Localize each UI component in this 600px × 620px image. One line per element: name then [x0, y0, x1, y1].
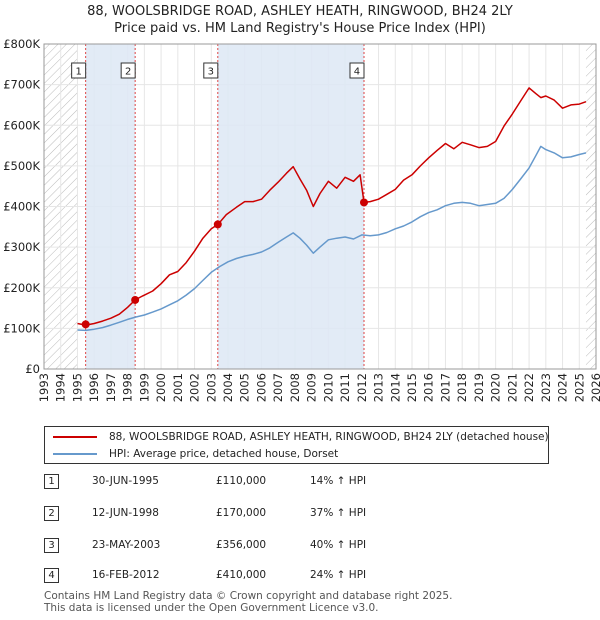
sale-marker-label: 4	[354, 67, 360, 78]
x-tick-label: 2003	[204, 373, 218, 402]
sale-date: 23-MAY-2003	[92, 539, 161, 551]
footer: Contains HM Land Registry data © Crown c…	[44, 590, 452, 614]
x-tick-label: 2015	[405, 373, 419, 402]
sale-number-badge: 2	[44, 506, 59, 521]
footer-copyright: Contains HM Land Registry data © Crown c…	[44, 590, 453, 602]
sale-row: 1 30-JUN-1995 £110,000 14% ↑ HPI	[44, 472, 464, 492]
hpi-series-line	[77, 145, 587, 332]
x-tick-label: 2010	[321, 373, 335, 402]
y-tick-label: £400K	[3, 200, 40, 214]
x-tick-label: 2005	[238, 373, 252, 402]
x-tick-label: 1999	[137, 373, 151, 402]
x-tick-label: 2000	[154, 373, 168, 402]
chart-title-line1: 88, WOOLSBRIDGE ROAD, ASHLEY HEATH, RING…	[87, 4, 513, 19]
x-tick-label: 2009	[305, 373, 319, 402]
property-series-line	[77, 87, 587, 326]
x-tick-label: 2001	[171, 373, 185, 402]
legend-label-property: 88, WOOLSBRIDGE ROAD, ASHLEY HEATH, RING…	[109, 431, 549, 443]
sale-point	[131, 295, 140, 304]
x-tick-label: 2013	[372, 373, 386, 402]
sale-number-badge: 1	[44, 474, 59, 489]
sale-row: 3 23-MAY-2003 £356,000 40% ↑ HPI	[44, 536, 464, 556]
sale-marker-box	[71, 62, 87, 79]
sale-date: 16-FEB-2012	[92, 569, 160, 581]
sale-point	[81, 320, 90, 329]
x-tick-label: 2012	[355, 373, 369, 402]
legend-swatch-property	[53, 436, 97, 438]
y-tick-label: £800K	[3, 37, 40, 51]
sale-marker-box	[120, 62, 136, 79]
x-tick-label: 2018	[455, 373, 469, 402]
x-tick-label: 2004	[221, 373, 235, 402]
x-tick-label: 1995	[70, 373, 84, 402]
y-tick-label: £300K	[3, 240, 40, 254]
legend-item-property: 88, WOOLSBRIDGE ROAD, ASHLEY HEATH, RING…	[53, 428, 549, 446]
y-tick-label: £700K	[3, 78, 40, 92]
sale-point	[359, 198, 368, 207]
y-tick-label: £500K	[3, 159, 40, 173]
x-tick-label: 2026	[589, 373, 600, 402]
x-tick-label: 2008	[288, 373, 302, 402]
ownership-band	[85, 44, 136, 369]
x-tick-label: 2023	[539, 373, 553, 402]
sale-date: 30-JUN-1995	[92, 475, 159, 487]
x-tick-label: 2016	[422, 373, 436, 402]
sale-price: £356,000	[216, 539, 267, 551]
sale-marker-label: 2	[125, 67, 131, 78]
sale-number-badge: 3	[44, 538, 59, 553]
x-tick-label: 1997	[104, 373, 118, 402]
sale-marker-box	[349, 62, 365, 79]
sale-price: £110,000	[216, 475, 267, 487]
plot-frame	[43, 43, 597, 370]
sale-number-badge: 4	[44, 568, 59, 583]
sale-hpi-change: 24% ↑ HPI	[310, 569, 367, 581]
y-tick-label: £100K	[3, 321, 40, 335]
sale-hpi-change: 14% ↑ HPI	[310, 475, 367, 487]
x-tick-label: 1998	[121, 373, 135, 402]
x-tick-label: 2019	[472, 373, 486, 402]
sale-marker-label: 1	[75, 67, 81, 78]
x-tick-label: 2022	[522, 373, 536, 402]
y-tick-label: £200K	[3, 281, 40, 295]
sale-row: 2 12-JUN-1998 £170,000 37% ↑ HPI	[44, 504, 464, 524]
x-tick-label: 2011	[338, 373, 352, 402]
x-tick-label: 2017	[438, 373, 452, 402]
sale-price: £170,000	[216, 507, 267, 519]
x-tick-label: 2024	[556, 373, 570, 402]
sale-hpi-change: 40% ↑ HPI	[310, 539, 367, 551]
sale-marker-label: 3	[208, 67, 214, 78]
y-tick-label: £0	[25, 362, 40, 376]
x-tick-label: 1996	[87, 373, 101, 402]
footer-licence: This data is licensed under the Open Gov…	[44, 602, 379, 614]
x-tick-label: 2020	[489, 373, 503, 402]
x-tick-label: 2025	[572, 373, 586, 402]
sale-price: £410,000	[216, 569, 267, 581]
x-tick-label: 1994	[54, 373, 68, 402]
legend: 88, WOOLSBRIDGE ROAD, ASHLEY HEATH, RING…	[44, 426, 549, 464]
x-tick-label: 2006	[254, 373, 268, 402]
x-tick-label: 2021	[505, 373, 519, 402]
x-tick-label: 2002	[188, 373, 202, 402]
ownership-band	[217, 44, 364, 369]
legend-swatch-hpi	[53, 453, 97, 455]
sale-marker-box	[203, 62, 219, 79]
sale-hpi-change: 37% ↑ HPI	[310, 507, 367, 519]
chart-title-line2: Price paid vs. HM Land Registry's House …	[114, 21, 486, 36]
y-tick-label: £600K	[3, 118, 40, 132]
legend-item-hpi: HPI: Average price, detached house, Dors…	[53, 445, 338, 463]
x-tick-label: 1993	[37, 373, 51, 402]
legend-label-hpi: HPI: Average price, detached house, Dors…	[109, 448, 339, 460]
sale-point	[213, 220, 222, 229]
x-tick-label: 2014	[388, 373, 402, 402]
sale-date: 12-JUN-1998	[92, 507, 159, 519]
x-tick-label: 2007	[271, 373, 285, 402]
price-chart: 88, WOOLSBRIDGE ROAD, ASHLEY HEATH, RING…	[3, 4, 600, 402]
sale-row: 4 16-FEB-2012 £410,000 24% ↑ HPI	[44, 566, 464, 586]
